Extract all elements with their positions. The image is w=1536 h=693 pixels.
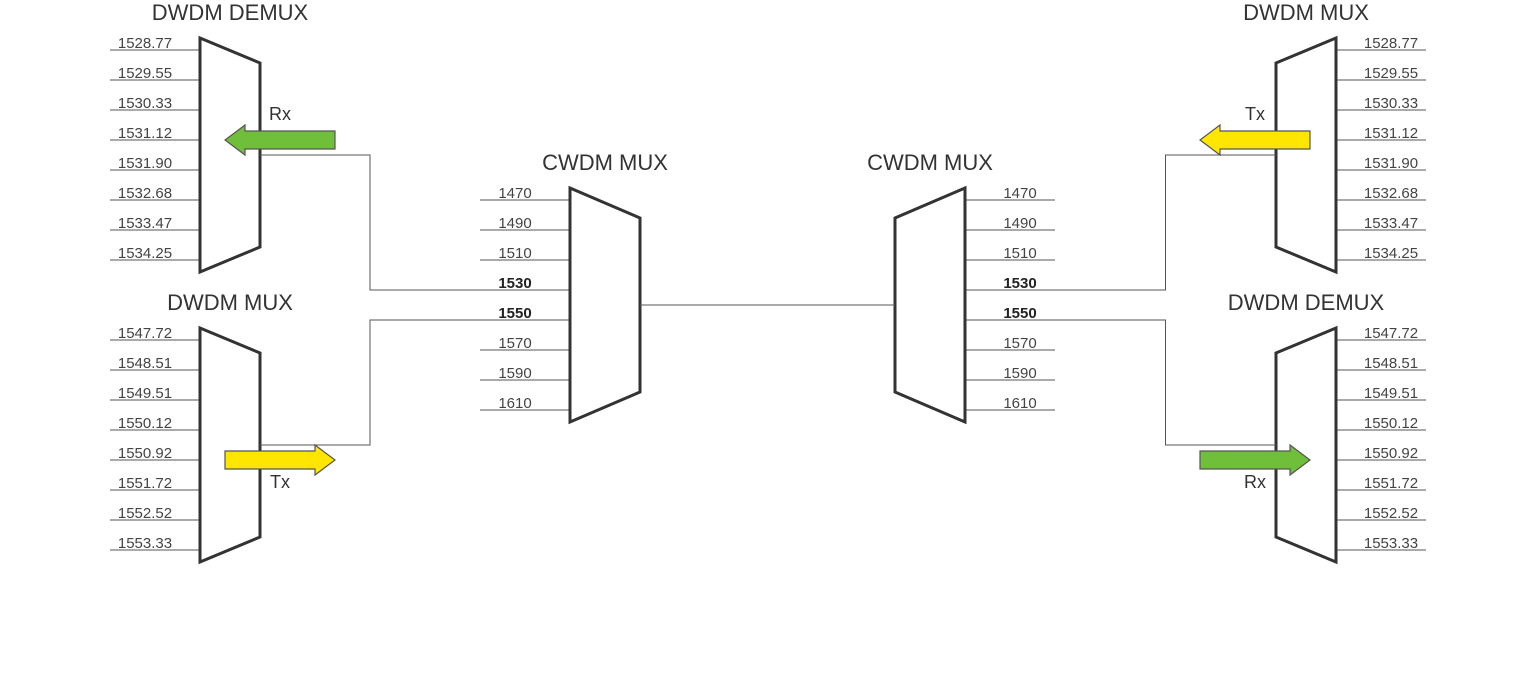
port-label: 1531.12 bbox=[1364, 125, 1418, 142]
port-label: 1530.33 bbox=[1364, 95, 1418, 112]
port-label: 1550.92 bbox=[118, 445, 172, 462]
port-label: 1550.12 bbox=[1364, 415, 1418, 432]
block-cwdm_R: CWDM MUX 1470 1490 1510 1530 1550 1570 1590 1610 bbox=[867, 150, 1055, 422]
port-label: 1570 bbox=[1003, 335, 1036, 352]
port-label: 1529.55 bbox=[118, 65, 172, 82]
port-label: 1533.47 bbox=[118, 215, 172, 232]
port-label: 1533.47 bbox=[1364, 215, 1418, 232]
port-label: 1551.72 bbox=[1364, 475, 1418, 492]
port-label: 1528.77 bbox=[118, 35, 172, 52]
port-label: 1530.33 bbox=[118, 95, 172, 112]
trapezoid bbox=[1276, 38, 1336, 272]
port-label: 1550.92 bbox=[1364, 445, 1418, 462]
trapezoid bbox=[200, 328, 260, 562]
port-label: 1549.51 bbox=[1364, 385, 1418, 402]
port-label: 1532.68 bbox=[1364, 185, 1418, 202]
patch-BR_to_cwdm1550 bbox=[1055, 320, 1276, 445]
port-label: 1470 bbox=[1003, 185, 1036, 202]
port-label: 1549.51 bbox=[118, 385, 172, 402]
trapezoid bbox=[895, 188, 965, 422]
block-title: DWDM DEMUX bbox=[152, 0, 309, 25]
port-label: 1532.68 bbox=[118, 185, 172, 202]
port-label: 1550.12 bbox=[118, 415, 172, 432]
block-title: CWDM MUX bbox=[867, 150, 993, 175]
block-mux_BL: DWDM MUX 1547.72 1548.51 1549.51 1550.12 1550… bbox=[110, 290, 293, 562]
trapezoid bbox=[570, 188, 640, 422]
port-label: 1530 bbox=[498, 275, 531, 292]
block-title: DWDM MUX bbox=[1243, 0, 1369, 25]
arrow-label-TR: Tx bbox=[1245, 104, 1265, 124]
block-cwdm_L: CWDM MUX 1470 1490 1510 1530 1550 1570 1590 1610 bbox=[480, 150, 668, 422]
port-label: 1590 bbox=[1003, 365, 1036, 382]
port-label: 1531.12 bbox=[118, 125, 172, 142]
port-label: 1530 bbox=[1003, 275, 1036, 292]
port-label: 1553.33 bbox=[1364, 535, 1418, 552]
trapezoid bbox=[200, 38, 260, 272]
port-label: 1551.72 bbox=[118, 475, 172, 492]
port-label: 1490 bbox=[498, 215, 531, 232]
port-label: 1552.52 bbox=[1364, 505, 1418, 522]
port-label: 1552.52 bbox=[118, 505, 172, 522]
port-label: 1610 bbox=[1003, 395, 1036, 412]
trapezoid bbox=[1276, 328, 1336, 562]
arrow-label-TL: Rx bbox=[269, 104, 291, 124]
port-label: 1534.25 bbox=[118, 245, 172, 262]
port-label: 1531.90 bbox=[1364, 155, 1418, 172]
port-label: 1547.72 bbox=[1364, 325, 1418, 342]
port-label: 1590 bbox=[498, 365, 531, 382]
arrow-BR bbox=[1200, 445, 1310, 475]
arrow-label-BR: Rx bbox=[1244, 472, 1266, 492]
port-label: 1470 bbox=[498, 185, 531, 202]
patch-TR_to_cwdm1530 bbox=[1055, 155, 1276, 290]
port-label: 1531.90 bbox=[118, 155, 172, 172]
port-label: 1528.77 bbox=[1364, 35, 1418, 52]
port-label: 1550 bbox=[498, 305, 531, 322]
block-title: CWDM MUX bbox=[542, 150, 668, 175]
block-demux_BR: DWDM DEMUX 1547.72 1548.51 1549.51 1550.12 15… bbox=[1228, 290, 1426, 562]
port-label: 1534.25 bbox=[1364, 245, 1418, 262]
port-label: 1490 bbox=[1003, 215, 1036, 232]
port-label: 1550 bbox=[1003, 305, 1036, 322]
port-label: 1553.33 bbox=[118, 535, 172, 552]
port-label: 1570 bbox=[498, 335, 531, 352]
wdm-diagram: DWDM DEMUX 1528.77 1529.55 1530.33 1531.12 15… bbox=[0, 0, 1536, 693]
port-label: 1510 bbox=[498, 245, 531, 262]
port-label: 1548.51 bbox=[1364, 355, 1418, 372]
port-label: 1547.72 bbox=[118, 325, 172, 342]
block-title: DWDM DEMUX bbox=[1228, 290, 1385, 315]
port-label: 1548.51 bbox=[118, 355, 172, 372]
port-label: 1529.55 bbox=[1364, 65, 1418, 82]
port-label: 1510 bbox=[1003, 245, 1036, 262]
patch-TL_to_cwdm1530 bbox=[260, 155, 480, 290]
arrow-label-BL: Tx bbox=[270, 472, 290, 492]
port-label: 1610 bbox=[498, 395, 531, 412]
arrow-TL bbox=[225, 125, 335, 155]
block-title: DWDM MUX bbox=[167, 290, 293, 315]
patch-BL_to_cwdm1550 bbox=[260, 320, 480, 445]
